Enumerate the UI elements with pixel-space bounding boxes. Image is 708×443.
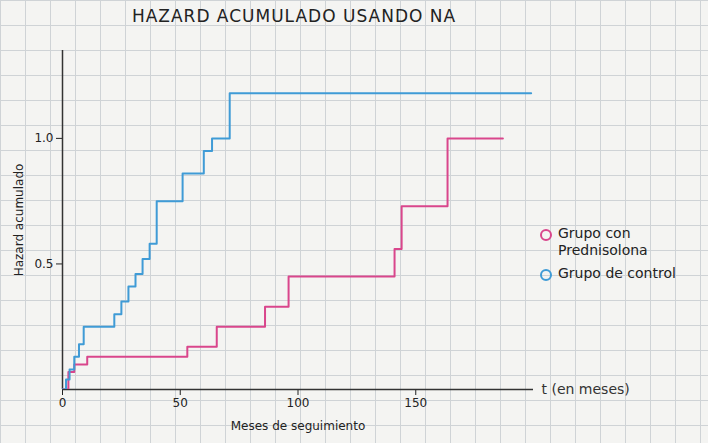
html-text:Grupo de control: Grupo de control xyxy=(558,264,676,281)
html-text:HAZARD ACUMULADO USANDO NA: HAZARD ACUMULADO USANDO NA xyxy=(131,6,457,26)
svg-text:Hazard acumulado: Hazard acumulado xyxy=(12,164,26,277)
svg-text:0.5: 0.5 xyxy=(34,257,53,271)
svg-text:150: 150 xyxy=(404,396,427,410)
svg-text:50: 50 xyxy=(173,396,188,410)
html-text:Grupo con Prednisolona: Grupo con Prednisolona xyxy=(558,225,648,258)
svg-text:100: 100 xyxy=(287,396,310,410)
svg-text:0: 0 xyxy=(59,396,67,410)
svg-text:1.0: 1.0 xyxy=(34,131,53,145)
svg-text:Meses de seguimiento: Meses de seguimiento xyxy=(231,419,366,433)
svg-text:t (en meses): t (en meses) xyxy=(542,381,630,397)
